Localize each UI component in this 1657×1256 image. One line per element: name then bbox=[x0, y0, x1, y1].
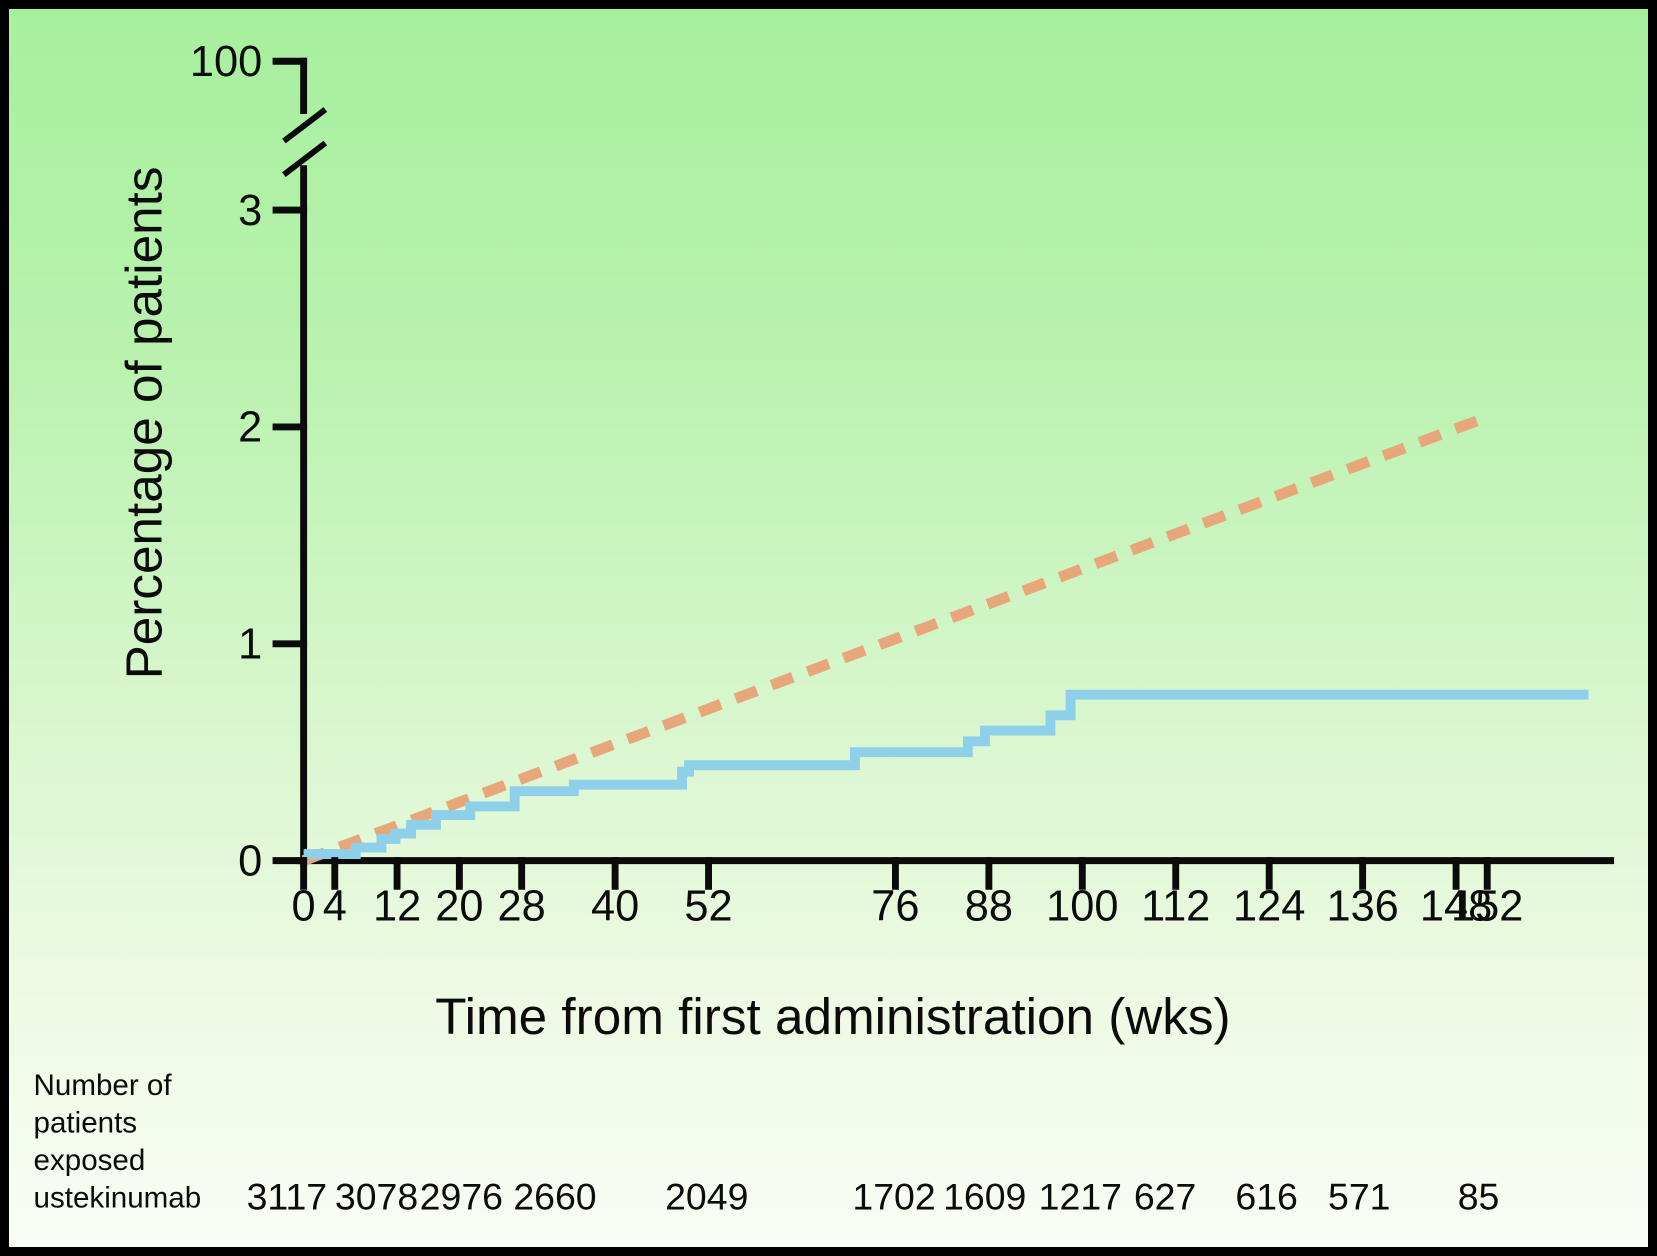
risk-label-line-4: ustekinumab bbox=[34, 1182, 202, 1215]
risk-value-10: 571 bbox=[1328, 1176, 1390, 1218]
risk-values-layer: 3117 3078 2976 2660 2049 1702 1609 1217 627 616 57… bbox=[247, 1176, 1500, 1218]
risk-value-2: 2976 bbox=[420, 1176, 503, 1218]
risk-label-line-3: exposed bbox=[34, 1144, 146, 1177]
x-tick-label-124: 124 bbox=[1233, 883, 1305, 931]
y-tick-0-label: 0 bbox=[238, 837, 262, 885]
x-axis-title: Time from first administration (wks) bbox=[435, 988, 1230, 1045]
axis-break-slash-1 bbox=[282, 107, 328, 144]
risk-value-5: 1702 bbox=[852, 1176, 935, 1218]
axis-break-slash-2 bbox=[282, 140, 328, 177]
x-tick-label-100: 100 bbox=[1046, 883, 1118, 931]
x-tick-label-0: 0 bbox=[292, 883, 316, 931]
y-tick-1-label: 1 bbox=[238, 621, 262, 669]
risk-value-3: 2660 bbox=[513, 1176, 596, 1218]
risk-value-4: 2049 bbox=[665, 1176, 748, 1218]
expected-linear-reference-dashed bbox=[301, 411, 1492, 866]
y-axis-title: Percentage of patients bbox=[116, 167, 173, 680]
series-layer bbox=[301, 411, 1589, 866]
y-tick-2-label: 2 bbox=[238, 404, 262, 452]
risk-value-6: 1609 bbox=[943, 1176, 1026, 1218]
y-tick-100-label: 100 bbox=[190, 38, 262, 86]
x-tick-label-76: 76 bbox=[871, 883, 919, 931]
x-tick-label-20: 20 bbox=[435, 883, 483, 931]
risk-label-line-2: patients bbox=[34, 1107, 138, 1140]
x-tick-label-4: 4 bbox=[323, 883, 347, 931]
risk-value-0: 3117 bbox=[247, 1176, 328, 1218]
risk-table-label: Number of patients exposed ustekinumab bbox=[34, 1069, 202, 1214]
x-tick-label-28: 28 bbox=[498, 883, 546, 931]
x-tick-label-52: 52 bbox=[684, 883, 732, 931]
y-tick-3-label: 3 bbox=[238, 187, 262, 235]
risk-label-line-1: Number of bbox=[34, 1069, 173, 1102]
x-tick-label-12: 12 bbox=[373, 883, 421, 931]
risk-value-7: 1217 bbox=[1039, 1176, 1122, 1218]
observed-cumulative-incidence-step bbox=[303, 689, 1589, 860]
x-tick-label-40: 40 bbox=[591, 883, 639, 931]
x-tick-label-112: 112 bbox=[1141, 883, 1210, 931]
x-tick-label-148: 148 bbox=[1420, 883, 1492, 931]
axes-layer bbox=[282, 57, 1615, 868]
risk-value-8: 627 bbox=[1134, 1176, 1196, 1218]
risk-value-1: 3078 bbox=[335, 1176, 418, 1218]
x-tick-label-136: 136 bbox=[1326, 883, 1398, 931]
risk-value-11: 85 bbox=[1458, 1176, 1500, 1218]
x-tick-label-152: 152 bbox=[1451, 883, 1523, 931]
x-tick-label-88: 88 bbox=[965, 883, 1013, 931]
risk-value-9: 616 bbox=[1235, 1176, 1297, 1218]
